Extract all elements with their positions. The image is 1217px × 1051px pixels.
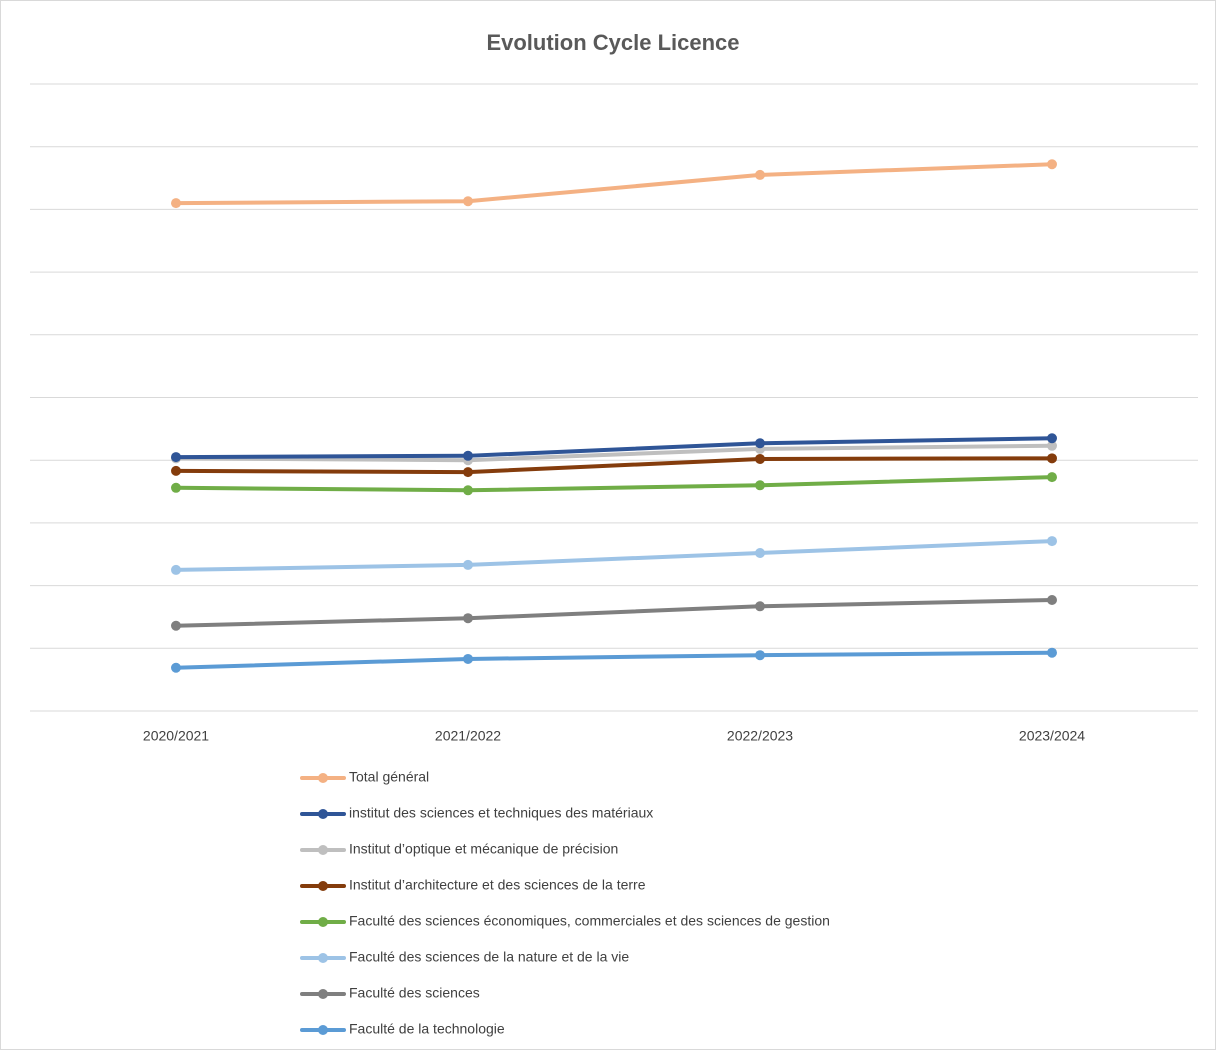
x-tick-label: 2021/2022 xyxy=(435,728,501,744)
data-point xyxy=(755,547,765,558)
series-line xyxy=(174,443,1054,463)
data-point xyxy=(755,601,765,612)
data-point xyxy=(1047,440,1057,451)
chart-title: Evolution Cycle Licence xyxy=(486,30,739,55)
data-point xyxy=(171,662,181,673)
legend-marker xyxy=(318,917,328,927)
series-line xyxy=(174,162,1054,206)
legend-marker xyxy=(318,989,328,999)
data-point xyxy=(171,452,181,463)
data-point xyxy=(463,653,473,664)
data-point xyxy=(755,453,765,464)
series-line xyxy=(174,436,1054,460)
x-tick-label: 2020/2021 xyxy=(143,728,209,744)
series-line xyxy=(174,539,1054,572)
data-point xyxy=(1047,472,1057,483)
legend-label: Faculté des sciences de la nature et de … xyxy=(349,949,629,965)
legend-label: Faculté de la technologie xyxy=(349,1021,505,1037)
legend-marker xyxy=(318,1025,328,1035)
data-point xyxy=(755,438,765,449)
legend-label: institut des sciences et techniques des … xyxy=(349,805,653,821)
legend-label: Faculté des sciences xyxy=(349,985,480,1001)
x-tick-label: 2022/2023 xyxy=(727,728,793,744)
series-line xyxy=(174,650,1054,670)
legend-marker xyxy=(318,809,328,819)
data-point xyxy=(1047,647,1057,658)
series-line xyxy=(174,456,1054,475)
legend-marker xyxy=(318,881,328,891)
legend-label: Total général xyxy=(349,769,429,785)
legend-label: Faculté des sciences économiques, commer… xyxy=(349,913,830,929)
data-point xyxy=(463,450,473,461)
data-point xyxy=(171,198,181,209)
data-point xyxy=(755,650,765,661)
series-line xyxy=(174,598,1054,628)
data-point xyxy=(171,620,181,631)
data-point xyxy=(755,480,765,491)
data-point xyxy=(463,613,473,624)
data-point xyxy=(1047,159,1057,170)
legend-marker xyxy=(318,773,328,783)
x-tick-label: 2023/2024 xyxy=(1019,728,1085,744)
data-point xyxy=(171,482,181,493)
data-point xyxy=(1047,536,1057,547)
data-point xyxy=(463,467,473,478)
data-point xyxy=(171,465,181,476)
legend-label: Institut d’architecture et des sciences … xyxy=(349,877,646,893)
data-point xyxy=(463,196,473,207)
legend-marker xyxy=(318,845,328,855)
data-point xyxy=(1047,433,1057,444)
data-point xyxy=(1047,453,1057,464)
data-point xyxy=(463,559,473,570)
series-line xyxy=(174,475,1054,493)
legend-label: Institut d’optique et mécanique de préci… xyxy=(349,841,618,857)
data-point xyxy=(171,564,181,575)
data-point xyxy=(463,485,473,496)
data-point xyxy=(755,169,765,180)
legend-marker xyxy=(318,953,328,963)
data-point xyxy=(1047,595,1057,606)
